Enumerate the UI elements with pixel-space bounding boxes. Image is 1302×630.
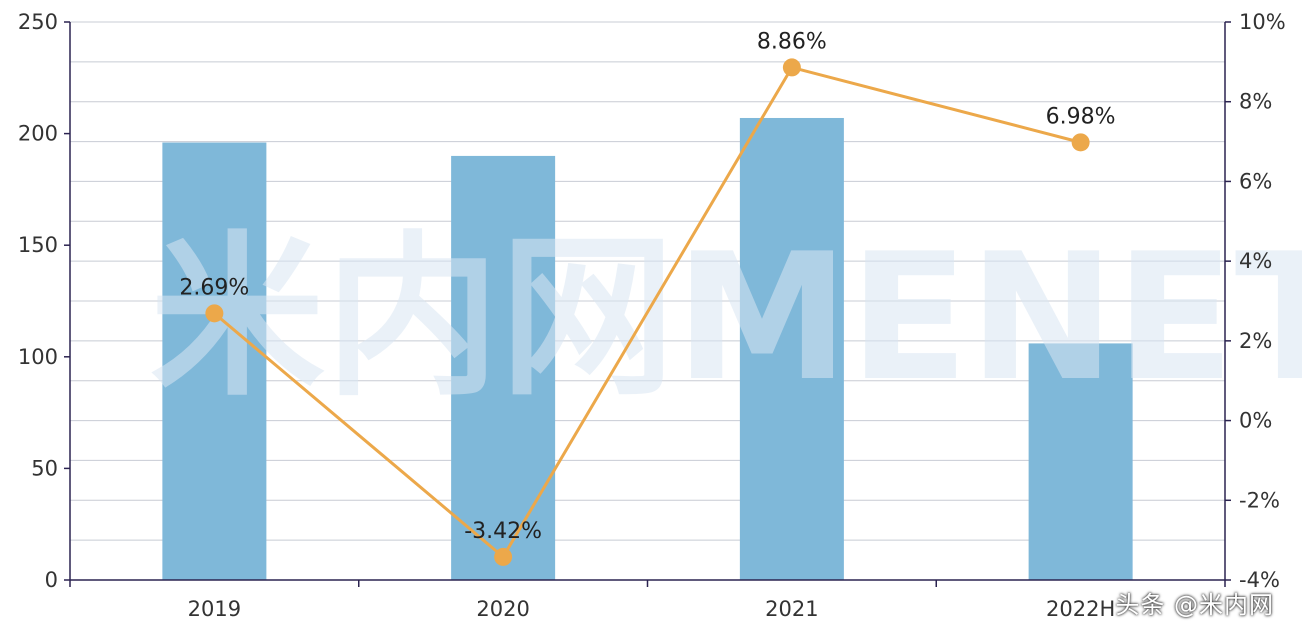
- right-tick-label: 4%: [1239, 249, 1272, 273]
- bar-2019: [162, 142, 267, 580]
- left-tick-label: 100: [18, 345, 58, 369]
- data-labels: 2.69% -3.42% 8.86% 6.98%: [179, 29, 1115, 543]
- left-tick-label: 150: [18, 233, 58, 257]
- right-tick-label: 10%: [1239, 10, 1286, 34]
- bar-2020: [451, 155, 556, 581]
- data-label: 6.98%: [1046, 104, 1116, 129]
- line-point-2022H: [1071, 133, 1090, 152]
- right-tick-label: -2%: [1239, 488, 1280, 512]
- data-label: 2.69%: [179, 275, 249, 300]
- right-tick-label: 8%: [1239, 90, 1272, 114]
- right-tick-label: -4%: [1239, 568, 1280, 592]
- watermark-text: 米内网MENET: [150, 217, 1302, 420]
- watermark-logo: 米内网MENET: [150, 217, 1302, 420]
- bar-2022H: [1028, 343, 1133, 580]
- right-tick-label: 6%: [1239, 169, 1272, 193]
- left-tick-label: 0: [45, 568, 58, 592]
- right-tick-label: 0%: [1239, 409, 1272, 433]
- line-path: [213, 65, 1082, 560]
- bar-series: [162, 117, 1133, 581]
- bar-2021: [739, 117, 844, 580]
- x-tick-label: 2022H: [1046, 597, 1115, 621]
- left-tick-label: 200: [18, 122, 58, 146]
- left-tick-label: 250: [18, 10, 58, 34]
- left-tick-label: 50: [31, 456, 58, 480]
- data-label: -3.42%: [464, 519, 542, 544]
- x-tick-label: 2020: [476, 597, 529, 621]
- line-point-2019: [205, 304, 224, 323]
- x-tick-label: 2019: [188, 597, 241, 621]
- right-tick-label: 2%: [1239, 329, 1272, 353]
- data-label: 8.86%: [757, 29, 827, 54]
- axes: 0 50 100 150 200 250 -4% -2% 0% 2% 4% 6% 8% 10% 2019 20…: [18, 10, 1286, 621]
- x-tick-label: 2021: [765, 597, 818, 621]
- line-point-2020: [494, 547, 513, 566]
- line-point-2021: [782, 58, 801, 77]
- line-series: [205, 58, 1090, 566]
- footer-watermark: 头条 @米内网: [1115, 591, 1274, 619]
